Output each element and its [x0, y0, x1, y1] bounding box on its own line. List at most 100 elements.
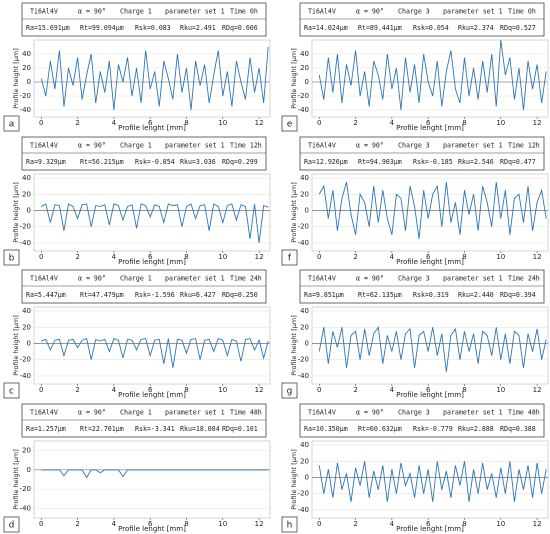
header-text: Rku=2.546 — [458, 158, 494, 166]
x-tick-label: 4 — [390, 119, 395, 127]
panel-label: f — [288, 254, 292, 264]
header-text: Ti6Al4V — [30, 409, 58, 417]
header-box — [21, 136, 267, 171]
y-tick-label: -20 — [20, 356, 31, 364]
profile-line — [41, 338, 269, 368]
header-text: Time 24h — [508, 275, 540, 283]
header-text: Rt=94.903µm — [358, 158, 402, 166]
plot-frame — [33, 39, 271, 118]
plot-frame — [33, 440, 271, 519]
plot-frame — [33, 306, 271, 385]
panel-label: g — [287, 387, 293, 397]
header-text: Ra=5.447µm — [26, 291, 66, 299]
header-text: Ti6Al4V — [30, 8, 58, 16]
header-text: Rku=2.888 — [458, 425, 494, 433]
header-text: Rt=99.094µm — [80, 24, 124, 32]
x-axis-label: Profile lenght [mm] — [396, 525, 464, 533]
x-axis-label: Profile lenght [mm] — [118, 124, 186, 132]
header-text: α = 90° — [356, 142, 384, 150]
header-text: α = 90° — [356, 409, 384, 417]
x-tick-label: 12 — [255, 253, 264, 261]
plot-frame — [311, 39, 549, 118]
header-text: Rt=22.701µm — [80, 425, 124, 433]
x-tick-label: 0 — [317, 253, 321, 261]
y-tick-label: 0 — [27, 339, 31, 347]
header-text: Charge 1 — [120, 142, 152, 150]
header-text: Ra=9.329µm — [26, 158, 66, 166]
x-tick-label: 0 — [317, 119, 321, 127]
header-text: Charge 1 — [120, 409, 152, 417]
header-text: Rku=6.427 — [180, 291, 216, 299]
header-text: parameter set 1 — [165, 275, 225, 283]
header-text: α = 90° — [78, 409, 106, 417]
x-tick-label: 0 — [317, 386, 321, 394]
x-tick-label: 8 — [462, 386, 466, 394]
y-tick-label: -40 — [298, 506, 309, 514]
y-tick-label: -40 — [20, 372, 31, 380]
header-text: Ti6Al4V — [308, 8, 336, 16]
header-text: α = 90° — [78, 142, 106, 150]
x-tick-label: 6 — [148, 386, 153, 394]
header-text: Rt=89.441µm — [358, 24, 402, 32]
panel: Ti6Al4V α = 90° Charge 1 parameter set 1 Tim… — [3, 2, 271, 132]
header-text: Time 0h — [508, 8, 536, 16]
x-tick-label: 4 — [390, 386, 395, 394]
header-text: Ti6Al4V — [30, 275, 58, 283]
header-box — [21, 403, 267, 438]
x-tick-label: 8 — [462, 253, 466, 261]
x-tick-label: 2 — [75, 520, 79, 528]
x-axis-label: Profile lenght [mm] — [118, 525, 186, 533]
header-text: Rsk=-1.596 — [135, 291, 175, 299]
x-tick-label: 8 — [184, 386, 188, 394]
x-tick-label: 6 — [426, 253, 431, 261]
header-text: RDq=0.527 — [500, 24, 536, 32]
header-text: Rt=56.215µm — [80, 158, 124, 166]
y-tick-label: -40 — [298, 239, 309, 247]
header-text: Ra=10.350µm — [304, 425, 348, 433]
panel-label-box — [281, 516, 298, 533]
x-tick-label: 0 — [317, 520, 321, 528]
header-text: parameter set 1 — [165, 142, 225, 150]
header-text: α = 90° — [356, 8, 384, 16]
panel: Ti6Al4V α = 90° Charge 1 parameter set 1 Tim… — [3, 136, 271, 266]
x-tick-label: 2 — [353, 520, 357, 528]
x-tick-label: 2 — [75, 119, 79, 127]
header-text: Rt=47.479µm — [80, 291, 124, 299]
y-tick-label: -20 — [20, 223, 31, 231]
header-text: Ti6Al4V — [30, 142, 58, 150]
header-text: parameter set 1 — [165, 409, 225, 417]
header-box — [299, 2, 545, 37]
header-text: α = 90° — [356, 275, 384, 283]
x-tick-label: 4 — [112, 520, 117, 528]
x-axis-label: Profile lenght [mm] — [396, 124, 464, 132]
x-tick-label: 12 — [533, 119, 542, 127]
panel-label: c — [9, 387, 14, 397]
header-text: Charge 3 — [398, 142, 430, 150]
header-text: Ra=1.257µm — [26, 425, 66, 433]
header-text: RDq=0.101 — [222, 425, 258, 433]
header-text: parameter set 1 — [443, 8, 503, 16]
x-tick-label: 2 — [353, 119, 357, 127]
header-text: Ra=15.691µm — [26, 24, 70, 32]
header-text: α = 90° — [78, 275, 106, 283]
y-tick-label: 40 — [300, 307, 309, 315]
header-text: Rsk=-0.779 — [413, 425, 453, 433]
header-text: Charge 1 — [120, 275, 152, 283]
header-text: Rsk=-0.854 — [135, 158, 175, 166]
x-axis-label: Profile lenght [mm] — [396, 258, 464, 266]
y-tick-label: 40 — [300, 50, 309, 58]
panel-label-box — [3, 249, 20, 266]
panel-label-box — [3, 516, 20, 533]
x-tick-label: 6 — [426, 119, 431, 127]
y-axis-label: Profile height [µm] — [12, 48, 20, 109]
panel-label-box — [281, 382, 298, 399]
y-tick-label: 0 — [305, 339, 309, 347]
x-tick-label: 6 — [148, 119, 153, 127]
x-tick-label: 6 — [426, 386, 431, 394]
header-text: Ti6Al4V — [308, 409, 336, 417]
header-text: Charge 3 — [398, 275, 430, 283]
y-tick-label: 20 — [22, 64, 31, 72]
plot-frame — [311, 173, 549, 252]
panel-label-box — [281, 115, 298, 132]
